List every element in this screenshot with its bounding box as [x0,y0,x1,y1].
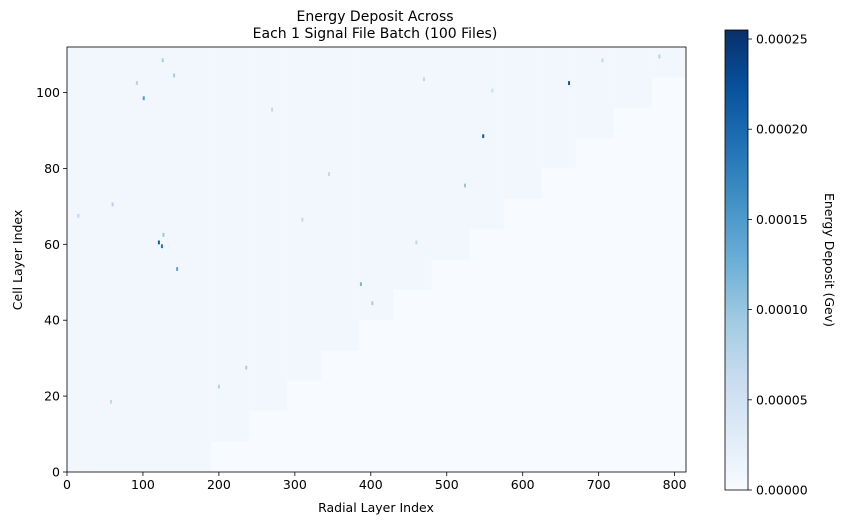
occupied-block [287,47,322,381]
x-tick-label: 300 [283,477,307,492]
heatmap-cell [217,384,220,389]
heatmap-cell [601,58,604,63]
chart-title-line-1: Energy Deposit Across [296,9,453,25]
x-axis-label: Radial Layer Index [318,500,434,515]
y-axis-label: Cell Layer Index [10,210,25,311]
heatmap-cell [160,244,163,249]
heatmap-cell [111,202,114,207]
y-tick-label: 0 [52,465,60,480]
colorbar-tick-label: 0.00005 [756,392,808,407]
heatmap-cell [271,107,274,112]
x-tick-label: 100 [131,477,155,492]
occupied-block [359,47,394,321]
y-tick-label: 100 [36,85,60,100]
heatmap-cell [162,232,165,237]
y-axis: 0 20 40 60 80 100 [36,85,67,480]
x-axis: 0 100 200 300 400 500 600 700 800 [63,472,687,492]
heatmap-cell [157,240,160,245]
y-tick-label: 20 [44,389,60,404]
x-tick-label: 0 [63,477,71,492]
colorbar-tick-label: 0.00000 [756,483,808,498]
occupied-block [321,47,360,351]
y-tick-label: 80 [44,161,60,176]
colorbar [724,29,749,491]
occupied-block [249,47,288,412]
x-tick-label: 400 [359,477,383,492]
colorbar-tick-label: 0.00025 [756,32,808,47]
plot-frame [66,46,687,473]
x-tick-label: 600 [511,477,535,492]
heatmap-cell [658,54,661,59]
heatmap-cell [359,282,362,287]
occupied-block [575,47,614,139]
heatmap-cell [176,267,179,271]
occupied-block [613,47,652,108]
heatmap-cell [301,217,304,222]
colorbar-tick-label: 0.00015 [756,212,808,227]
x-tick-label: 500 [435,477,459,492]
occupied-block [211,47,250,442]
colorbar-tick-label: 0.00010 [756,302,808,317]
x-tick-label: 800 [663,477,687,492]
occupied-block [651,47,686,78]
x-tick-label: 200 [207,477,231,492]
occupied-block [393,47,432,290]
occupied-block [541,47,576,169]
heatmap-cell [135,81,138,85]
energy-deposit-cells [77,54,661,404]
occupied-region [67,47,686,472]
occupied-block [469,47,504,230]
heatmap-cell [110,399,113,404]
y-tick-label: 60 [44,237,60,252]
occupied-block [67,47,212,472]
colorbar-ticks: 0.00000 0.00005 0.00010 0.00015 0.00020 0.000… [748,32,808,498]
heatmap-cell [142,96,145,101]
heatmap-cell [491,88,494,93]
occupied-block [503,47,542,199]
heatmap-cell [422,77,425,82]
heatmap-cell [245,365,248,370]
heatmap-cell [463,183,466,188]
colorbar-tick-label: 0.00020 [756,122,808,137]
heatmap-cell [77,213,80,218]
heatmap-cell [173,73,176,78]
heatmap-cell [568,81,571,85]
heatmap-cell [328,172,331,177]
heatmap-cell [482,134,485,139]
y-tick-label: 40 [44,313,60,328]
heatmap-cell [415,240,418,245]
colorbar-label: Energy Deposit (Gev) [822,193,837,327]
heatmap-cell [371,301,374,306]
heatmap-cell [161,58,164,63]
x-tick-label: 700 [587,477,611,492]
occupied-block [431,47,470,260]
chart-title-line-2: Each 1 Signal File Batch (100 Files) [253,26,498,42]
